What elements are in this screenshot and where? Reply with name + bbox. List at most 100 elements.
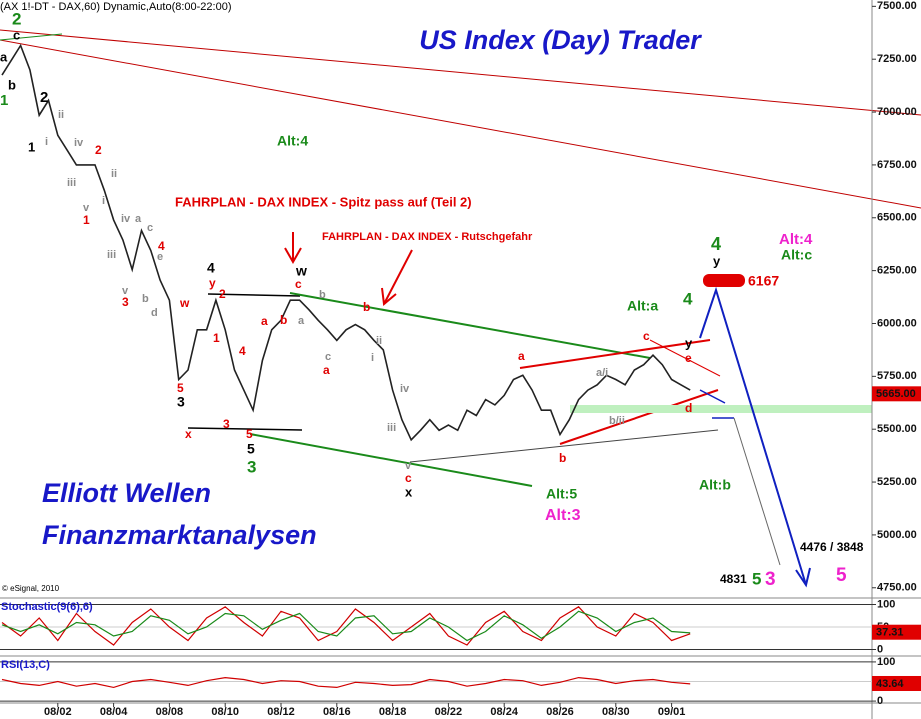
wave-label: 4476 / 3848: [800, 540, 864, 554]
wave-label: b: [142, 293, 149, 305]
wave-label: v: [122, 285, 129, 297]
wave-label: y: [713, 253, 721, 268]
wave-label: c: [295, 277, 302, 291]
last-value-label: 43.64: [876, 678, 904, 690]
wave-label: 4: [239, 344, 246, 358]
wave-label: 4: [711, 234, 721, 254]
wave-label: c: [13, 27, 20, 42]
y-tick-label: 7250.00: [877, 53, 917, 65]
wave-label: ii: [111, 168, 117, 180]
price-line: [1, 610, 691, 642]
wave-label: b/ii: [609, 415, 625, 427]
wave-label: Alt:c: [781, 247, 812, 263]
wave-label: 3: [122, 295, 129, 309]
wave-label: b: [280, 313, 287, 327]
wave-label: 2: [95, 143, 102, 157]
y-tick-label: 5750.00: [877, 370, 917, 382]
last-value-box: [872, 675, 921, 691]
arrow: [383, 249, 413, 305]
y-tick-label: 5500.00: [877, 423, 917, 435]
wave-label: a/i: [596, 367, 608, 379]
wave-label: 5: [247, 441, 255, 457]
wave-label: d: [685, 401, 692, 415]
y-tick-label: 0: [877, 695, 883, 707]
wave-label: d: [151, 307, 158, 319]
wave-label: iii: [387, 422, 396, 434]
wave-label: a: [0, 49, 8, 64]
wave-label: iv: [74, 137, 84, 149]
wave-label: w: [179, 296, 190, 310]
wave-label: ii: [376, 335, 382, 347]
trend-line: [409, 429, 719, 463]
wave-label: i: [45, 136, 48, 148]
wave-label: a: [261, 314, 268, 328]
wave-label: Alt:3: [545, 507, 581, 524]
wave-label: 3: [177, 394, 185, 410]
x-tick-label: 08/16: [323, 706, 351, 718]
x-tick-label: 08/08: [156, 706, 184, 718]
trend-line: [0, 29, 921, 116]
x-tick-label: 08/02: [44, 706, 72, 718]
triangle-line: [559, 389, 719, 445]
x-tick-label: 08/22: [435, 706, 463, 718]
header: (AX 1!-DT - DAX,60) Dynamic,Auto(8:00-22…: [0, 1, 232, 13]
level-line: [207, 293, 301, 297]
wave-label: i: [371, 352, 374, 364]
x-tick-label: 09/01: [658, 706, 686, 718]
wave-label: c: [405, 471, 412, 485]
wave-label: a: [323, 363, 330, 377]
wave-label: FAHRPLAN - DAX INDEX - Rutschgefahr: [322, 231, 533, 243]
y-tick-label: 7500.00: [877, 0, 917, 12]
copyright: © eSignal, 2010: [2, 584, 60, 593]
wave-label: 1: [0, 92, 8, 109]
wave-label: x: [405, 484, 413, 499]
y-tick-label: 7000.00: [877, 106, 917, 118]
projection-line: [699, 286, 807, 586]
wave-label: 2: [40, 89, 48, 106]
wave-label: 3: [223, 417, 230, 431]
wave-label: 4: [683, 289, 693, 308]
wave-label: 3: [765, 569, 776, 590]
wave-label: x: [185, 427, 192, 441]
wave-label: iii: [107, 249, 116, 261]
arrow-head: [795, 567, 811, 588]
projection-line: [733, 417, 781, 566]
y-tick-label: 0: [877, 643, 883, 655]
wave-label: 1: [213, 331, 220, 345]
target-marker: [703, 274, 745, 287]
arrow-head: [381, 287, 397, 306]
x-tick-label: 08/30: [602, 706, 630, 718]
brand: Finanzmarktanalysen: [42, 520, 317, 550]
wave-label: 3: [247, 457, 256, 476]
wave-label: c: [643, 329, 650, 343]
wave-label: 4: [158, 239, 165, 253]
last-price-box: [872, 386, 921, 402]
y-tick-label: 6000.00: [877, 317, 917, 329]
wave-label: 5: [836, 565, 847, 586]
wave-label: e: [157, 251, 163, 263]
panel-title: Stochastic(9(6),6): [1, 601, 93, 613]
support-zone: [570, 405, 872, 413]
title: US Index (Day) Trader: [419, 25, 702, 55]
wave-label: w: [295, 263, 307, 279]
wave-label: v: [83, 202, 90, 214]
wave-label: v: [405, 460, 412, 472]
trend-line: [0, 39, 921, 209]
wave-label: 6167: [748, 273, 779, 289]
wave-label: 5: [246, 427, 253, 441]
wave-label: c: [147, 222, 153, 234]
wave-label: 2: [219, 287, 226, 301]
wave-label: b: [8, 77, 16, 92]
y-tick-label: 6500.00: [877, 212, 917, 224]
channel-line: [289, 292, 651, 359]
channel-line: [249, 433, 533, 487]
wave-label: 4831: [720, 572, 747, 586]
wave-label: y: [685, 335, 693, 350]
wave-label: Alt:4: [277, 133, 308, 149]
price-line: [1, 43, 691, 442]
x-tick-label: 08/24: [490, 706, 518, 718]
trend-line: [0, 33, 63, 41]
x-tick-label: 08/10: [211, 706, 239, 718]
